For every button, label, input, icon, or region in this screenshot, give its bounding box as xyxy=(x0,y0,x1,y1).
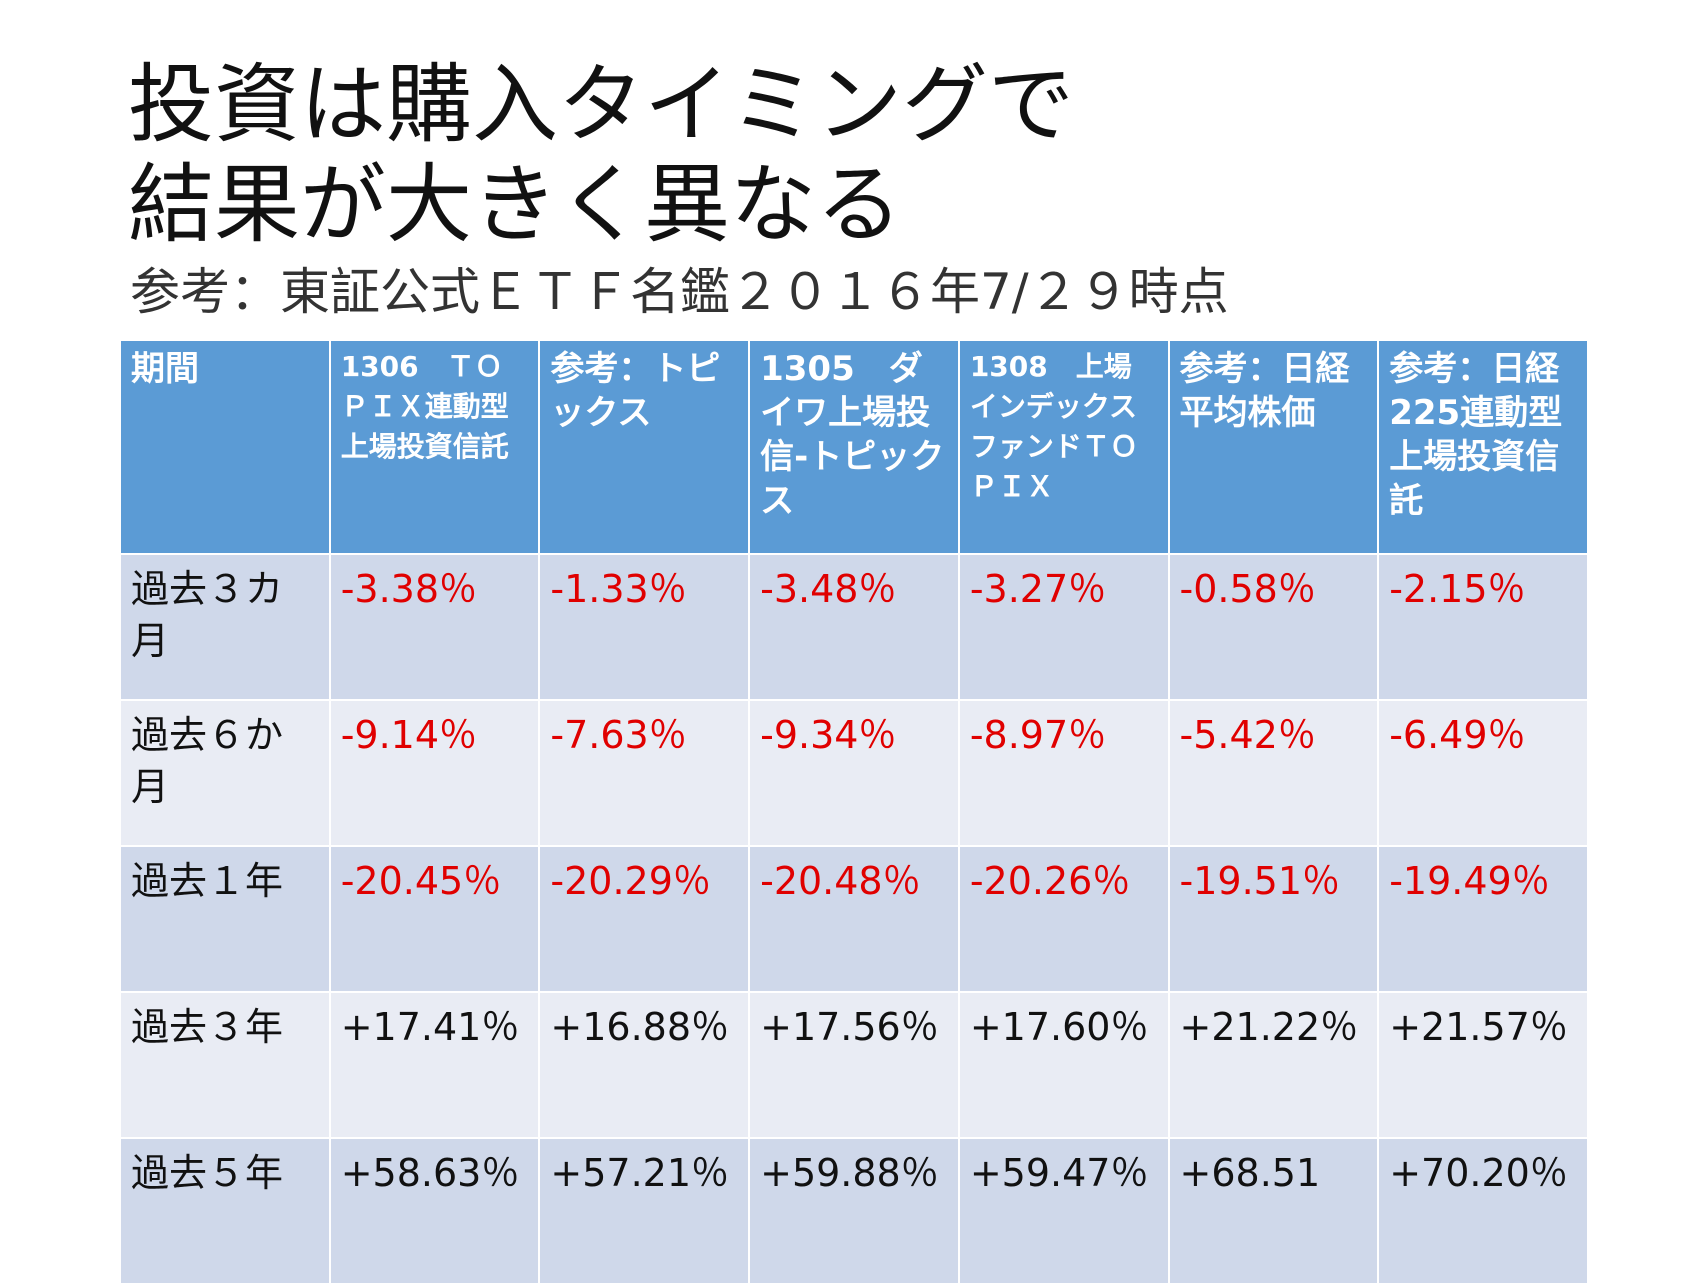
value-cell: -7.63％ xyxy=(538,699,751,847)
period-cell: 過去５年 xyxy=(119,1137,331,1285)
column-header: 1305 ダイワ上場投信-トピックス xyxy=(748,339,960,555)
value-cell: -20.45％ xyxy=(328,845,541,993)
value-cell: -20.29％ xyxy=(538,845,751,993)
value-cell: +59.47％ xyxy=(957,1137,1170,1285)
value-cell: +70.20％ xyxy=(1377,1137,1589,1285)
value-cell: -9.34％ xyxy=(748,699,960,847)
title-line: 投資は購入タイミングで xyxy=(128,55,1074,155)
table-row: 過去１年 -20.45％ -20.29％ -20.48％ -20.26％ -19.51％ -… xyxy=(119,845,1589,993)
table-row: 過去６か月 -9.14％ -7.63％ -9.34％ -8.97％ -5.42％ -6.49… xyxy=(119,699,1589,847)
period-cell: 過去１年 xyxy=(119,845,331,993)
period-cell: 過去６か月 xyxy=(119,699,331,847)
value-cell: -3.38％ xyxy=(328,553,541,701)
table-row: 過去３年 +17.41％ +16.88％ +17.56％ +17.60％ +21.22％ +… xyxy=(119,991,1589,1139)
column-header: 1308 上場インデックスファンドＴＯＰＩＸ xyxy=(957,339,1170,555)
value-cell: +57.21％ xyxy=(538,1137,751,1285)
value-cell: +58.63％ xyxy=(328,1137,541,1285)
data-table: 期間 1306 ＴＯＰＩＸ連動型上場投資信託 参考：トピックス 1305 ダイワ上場投… xyxy=(119,339,1589,1285)
column-header: 1306 ＴＯＰＩＸ連動型上場投資信託 xyxy=(328,339,541,555)
value-cell: -8.97％ xyxy=(957,699,1170,847)
value-cell: -19.51％ xyxy=(1167,845,1380,993)
column-header: 参考：日経225連動型上場投資信託 xyxy=(1377,339,1589,555)
value-cell: -20.48％ xyxy=(748,845,960,993)
value-cell: +21.22％ xyxy=(1167,991,1380,1139)
value-cell: -2.15％ xyxy=(1377,553,1589,701)
value-cell: -5.42％ xyxy=(1167,699,1380,847)
value-cell: -3.27％ xyxy=(957,553,1170,701)
column-header: 期間 xyxy=(119,339,331,555)
subtitle: 参考：東証公式ＥＴＦ名鑑２０１６年7/２９時点 xyxy=(130,263,1229,321)
period-cell: 過去３カ月 xyxy=(119,553,331,701)
value-cell: -19.49％ xyxy=(1377,845,1589,993)
value-cell: -3.48％ xyxy=(748,553,960,701)
column-header: 参考：トピックス xyxy=(538,339,751,555)
value-cell: -9.14％ xyxy=(328,699,541,847)
column-header: 参考：日経平均株価 xyxy=(1167,339,1380,555)
title-line: 結果が大きく異なる xyxy=(128,155,902,255)
header-row: 期間 1306 ＴＯＰＩＸ連動型上場投資信託 参考：トピックス 1305 ダイワ上場投… xyxy=(119,339,1589,555)
title: 投資は購入タイミングで 結果が大きく異なる xyxy=(128,55,1074,255)
value-cell: -1.33％ xyxy=(538,553,751,701)
value-cell: +59.88％ xyxy=(748,1137,960,1285)
value-cell: +16.88％ xyxy=(538,991,751,1139)
value-cell: -20.26％ xyxy=(957,845,1170,993)
value-cell: +21.57％ xyxy=(1377,991,1589,1139)
table-row: 過去５年 +58.63％ +57.21％ +59.88％ +59.47％ +68.51 +7… xyxy=(119,1137,1589,1285)
value-cell: +68.51 xyxy=(1167,1137,1380,1285)
table-row: 過去３カ月 -3.38％ -1.33％ -3.48％ -3.27％ -0.58％ -2.15… xyxy=(119,553,1589,701)
period-cell: 過去３年 xyxy=(119,991,331,1139)
value-cell: +17.56％ xyxy=(748,991,960,1139)
value-cell: +17.41％ xyxy=(328,991,541,1139)
value-cell: +17.60％ xyxy=(957,991,1170,1139)
value-cell: -0.58％ xyxy=(1167,553,1380,701)
table-body: 過去３カ月 -3.38％ -1.33％ -3.48％ -3.27％ -0.58％ -2.15… xyxy=(119,553,1589,1285)
value-cell: -6.49％ xyxy=(1377,699,1589,847)
